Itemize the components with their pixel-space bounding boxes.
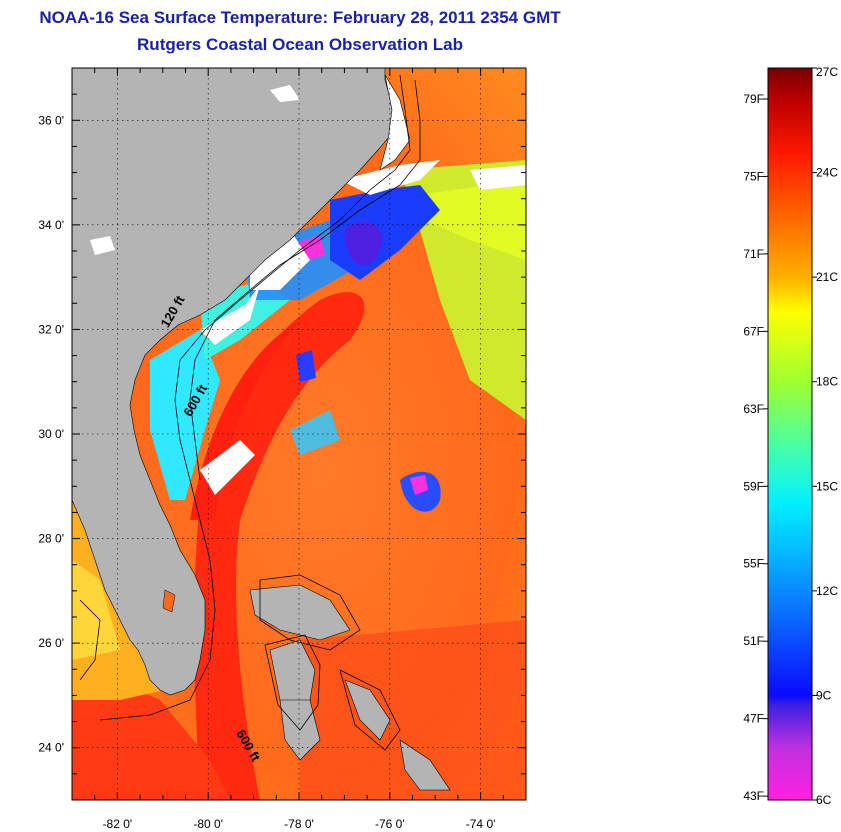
colorbar-fahrenheit-label: 63F xyxy=(743,402,764,416)
x-tick-label: -74 0' xyxy=(466,817,496,831)
y-tick-label: 36 0' xyxy=(38,113,64,127)
colorbar-fahrenheit-label: 51F xyxy=(743,634,764,648)
x-tick-label: -76 0' xyxy=(375,817,405,831)
map-subtitle: Rutgers Coastal Ocean Observation Lab xyxy=(137,35,463,54)
cold-eddy xyxy=(410,475,428,495)
cold-water-patch xyxy=(345,221,382,266)
x-tick-label: -78 0' xyxy=(284,817,314,831)
bathymetry-contours xyxy=(79,74,421,751)
y-tick-label: 30 0' xyxy=(38,427,64,441)
colorbar-celsius-label: 12C xyxy=(816,584,838,598)
y-tick-label: 34 0' xyxy=(38,218,64,232)
x-tick-label: -82 0' xyxy=(103,817,133,831)
shelf-water xyxy=(150,330,220,500)
y-tick-label: 32 0' xyxy=(38,322,64,336)
cloud-cover xyxy=(340,160,440,195)
land-cloud xyxy=(270,85,300,102)
colorbar-celsius-label: 6C xyxy=(816,793,832,807)
colorbar-celsius-label: 21C xyxy=(816,270,838,284)
bahamas-island xyxy=(399,739,451,791)
colorbar-celsius-label: 27C xyxy=(816,65,838,79)
y-tick-label: 26 0' xyxy=(38,636,64,650)
bahamas-island xyxy=(344,679,391,741)
cloud-cover xyxy=(200,440,255,495)
colorbar-celsius-label: 15C xyxy=(816,479,838,493)
cloud-cover xyxy=(470,165,526,190)
shelf-water xyxy=(290,410,340,455)
lat-lon-grid xyxy=(72,68,526,800)
bahamas-bank xyxy=(249,584,351,641)
land-cloud xyxy=(90,236,115,255)
map-title: NOAA-16 Sea Surface Temperature: Februar… xyxy=(39,8,561,27)
gulf-of-mexico-water xyxy=(72,560,120,660)
y-tick-label: 24 0' xyxy=(38,741,64,755)
y-tick-label: 28 0' xyxy=(38,532,64,546)
colorbar-celsius-label: 18C xyxy=(816,375,838,389)
colorbar-gradient xyxy=(767,67,813,801)
colorbar-fahrenheit-label: 59F xyxy=(743,479,764,493)
colorbar-fahrenheit-label: 67F xyxy=(743,324,764,338)
x-tick-label: -80 0' xyxy=(193,817,223,831)
cloud-cover xyxy=(200,285,260,345)
outer-banks xyxy=(379,74,411,171)
colorbar-celsius-label: 24C xyxy=(816,166,838,180)
colorbar-fahrenheit-label: 71F xyxy=(743,247,764,261)
colorbar-fahrenheit-label: 55F xyxy=(743,557,764,571)
colorbar-fahrenheit-label: 75F xyxy=(743,169,764,183)
temperature-colorbar: 27C 24C 21C 18C 15C 12C 9C 6C 79F 75F 71F 67F 63F 59F… xyxy=(743,65,838,807)
colorbar-fahrenheit-label: 47F xyxy=(743,712,764,726)
cold-water-patch xyxy=(296,350,316,382)
colorbar-fahrenheit-label: 79F xyxy=(743,92,764,106)
lake-okeechobee xyxy=(162,589,176,613)
colorbar-celsius-label: 9C xyxy=(816,688,832,702)
map-axes: -82 0' -80 0' -78 0' -76 0' -74 0' 36 0' 34 0'… xyxy=(38,67,527,831)
colorbar-fahrenheit-label: 43F xyxy=(743,789,764,803)
warm-water-region xyxy=(300,620,526,800)
